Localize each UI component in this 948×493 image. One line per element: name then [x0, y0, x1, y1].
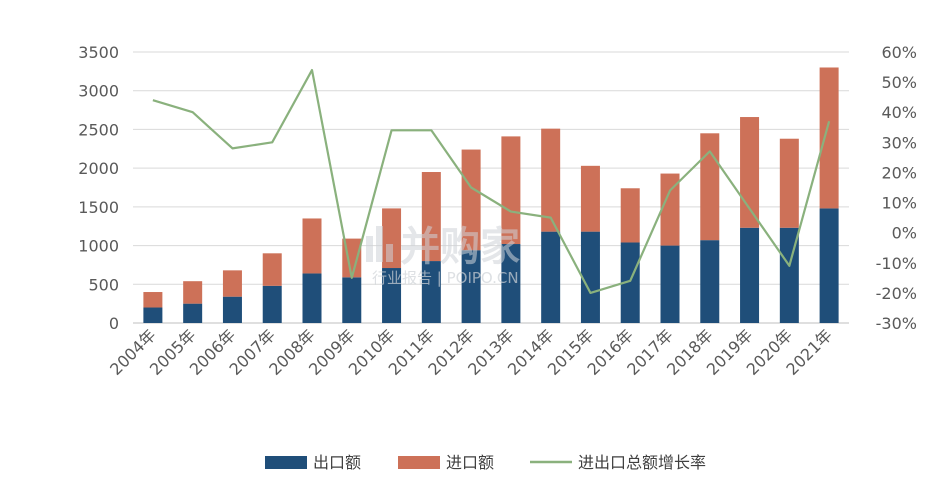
bar-export — [183, 303, 203, 323]
bar-import — [700, 133, 720, 241]
bar-import — [222, 270, 242, 297]
bar-import — [819, 67, 839, 209]
bar-export — [302, 273, 322, 323]
y2-tick-label: -20% — [876, 284, 917, 303]
watermark-logo-icon — [366, 226, 393, 262]
growth-line — [152, 68, 831, 294]
bar-export — [461, 250, 481, 323]
y2-tick-label: 20% — [881, 163, 917, 182]
y2-tick-label: 0% — [892, 224, 917, 243]
bar-import — [262, 253, 282, 286]
gridlines — [133, 51, 849, 324]
watermark-subtitle: 行业报告 | POIPO.CN — [372, 269, 519, 287]
y2-tick-label: 50% — [881, 73, 917, 92]
bar-import — [183, 281, 203, 304]
y-tick-label: 2500 — [78, 120, 119, 139]
y-tick-label: 2000 — [78, 159, 119, 178]
bar-export — [501, 244, 521, 323]
y2-tick-label: -10% — [876, 254, 917, 273]
bar-export — [262, 285, 282, 323]
bar-import — [660, 173, 680, 246]
y-tick-label: 500 — [88, 275, 119, 294]
watermark: 并购家 行业报告 | POIPO.CN — [366, 224, 520, 287]
bar-export — [222, 296, 242, 323]
bar-export — [819, 208, 839, 323]
y-tick-label: 0 — [109, 314, 119, 333]
bar-import — [143, 292, 163, 308]
legend-label-import: 进口额 — [446, 453, 494, 472]
y-tick-label: 1500 — [78, 198, 119, 217]
legend-swatch-export — [265, 456, 307, 469]
bar-import — [501, 136, 521, 245]
legend-swatch-import — [398, 456, 440, 469]
y-tick-label: 3500 — [78, 43, 119, 62]
bar-export — [700, 240, 720, 323]
bar-import — [580, 165, 600, 232]
y2-tick-label: 40% — [881, 103, 917, 122]
bar-import — [779, 138, 799, 228]
bar-import — [740, 117, 760, 228]
bar-import — [461, 149, 481, 251]
x-axis: 2004年2005年2006年2007年2008年2009年2010年2011年… — [106, 325, 836, 379]
bar-export — [421, 261, 441, 323]
y2-tick-label: 30% — [881, 133, 917, 152]
bar-export — [342, 277, 362, 323]
bar-export — [580, 231, 600, 323]
bar-import — [421, 172, 441, 262]
bar-import — [541, 128, 561, 232]
y-tick-label: 3000 — [78, 82, 119, 101]
y-tick-label: 1000 — [78, 237, 119, 256]
y2-tick-label: 60% — [881, 43, 917, 62]
legend-label-export: 出口额 — [313, 453, 361, 472]
bar-export — [143, 307, 163, 323]
bar-export — [620, 242, 640, 323]
bar-export — [541, 231, 561, 323]
watermark-title: 并购家 — [400, 224, 520, 270]
bar-export — [382, 268, 402, 323]
legend: 出口额 进口额 进出口总额增长率 — [265, 453, 706, 472]
y2-tick-label: 10% — [881, 194, 917, 213]
legend-label-growth: 进出口总额增长率 — [578, 453, 706, 472]
bar-import — [620, 188, 640, 243]
y-axis-right: -30% -20% -10% 0% 10% 20% 30% 40% 50% 60% — [876, 43, 917, 333]
y2-tick-label: -30% — [876, 314, 917, 333]
bar-import — [302, 218, 322, 274]
y-axis-left: 0 500 1000 1500 2000 2500 3000 3500 — [78, 43, 119, 333]
bars-group — [143, 67, 839, 323]
bar-export — [740, 227, 760, 323]
growth-line-group — [152, 68, 831, 294]
bar-export — [660, 245, 680, 323]
